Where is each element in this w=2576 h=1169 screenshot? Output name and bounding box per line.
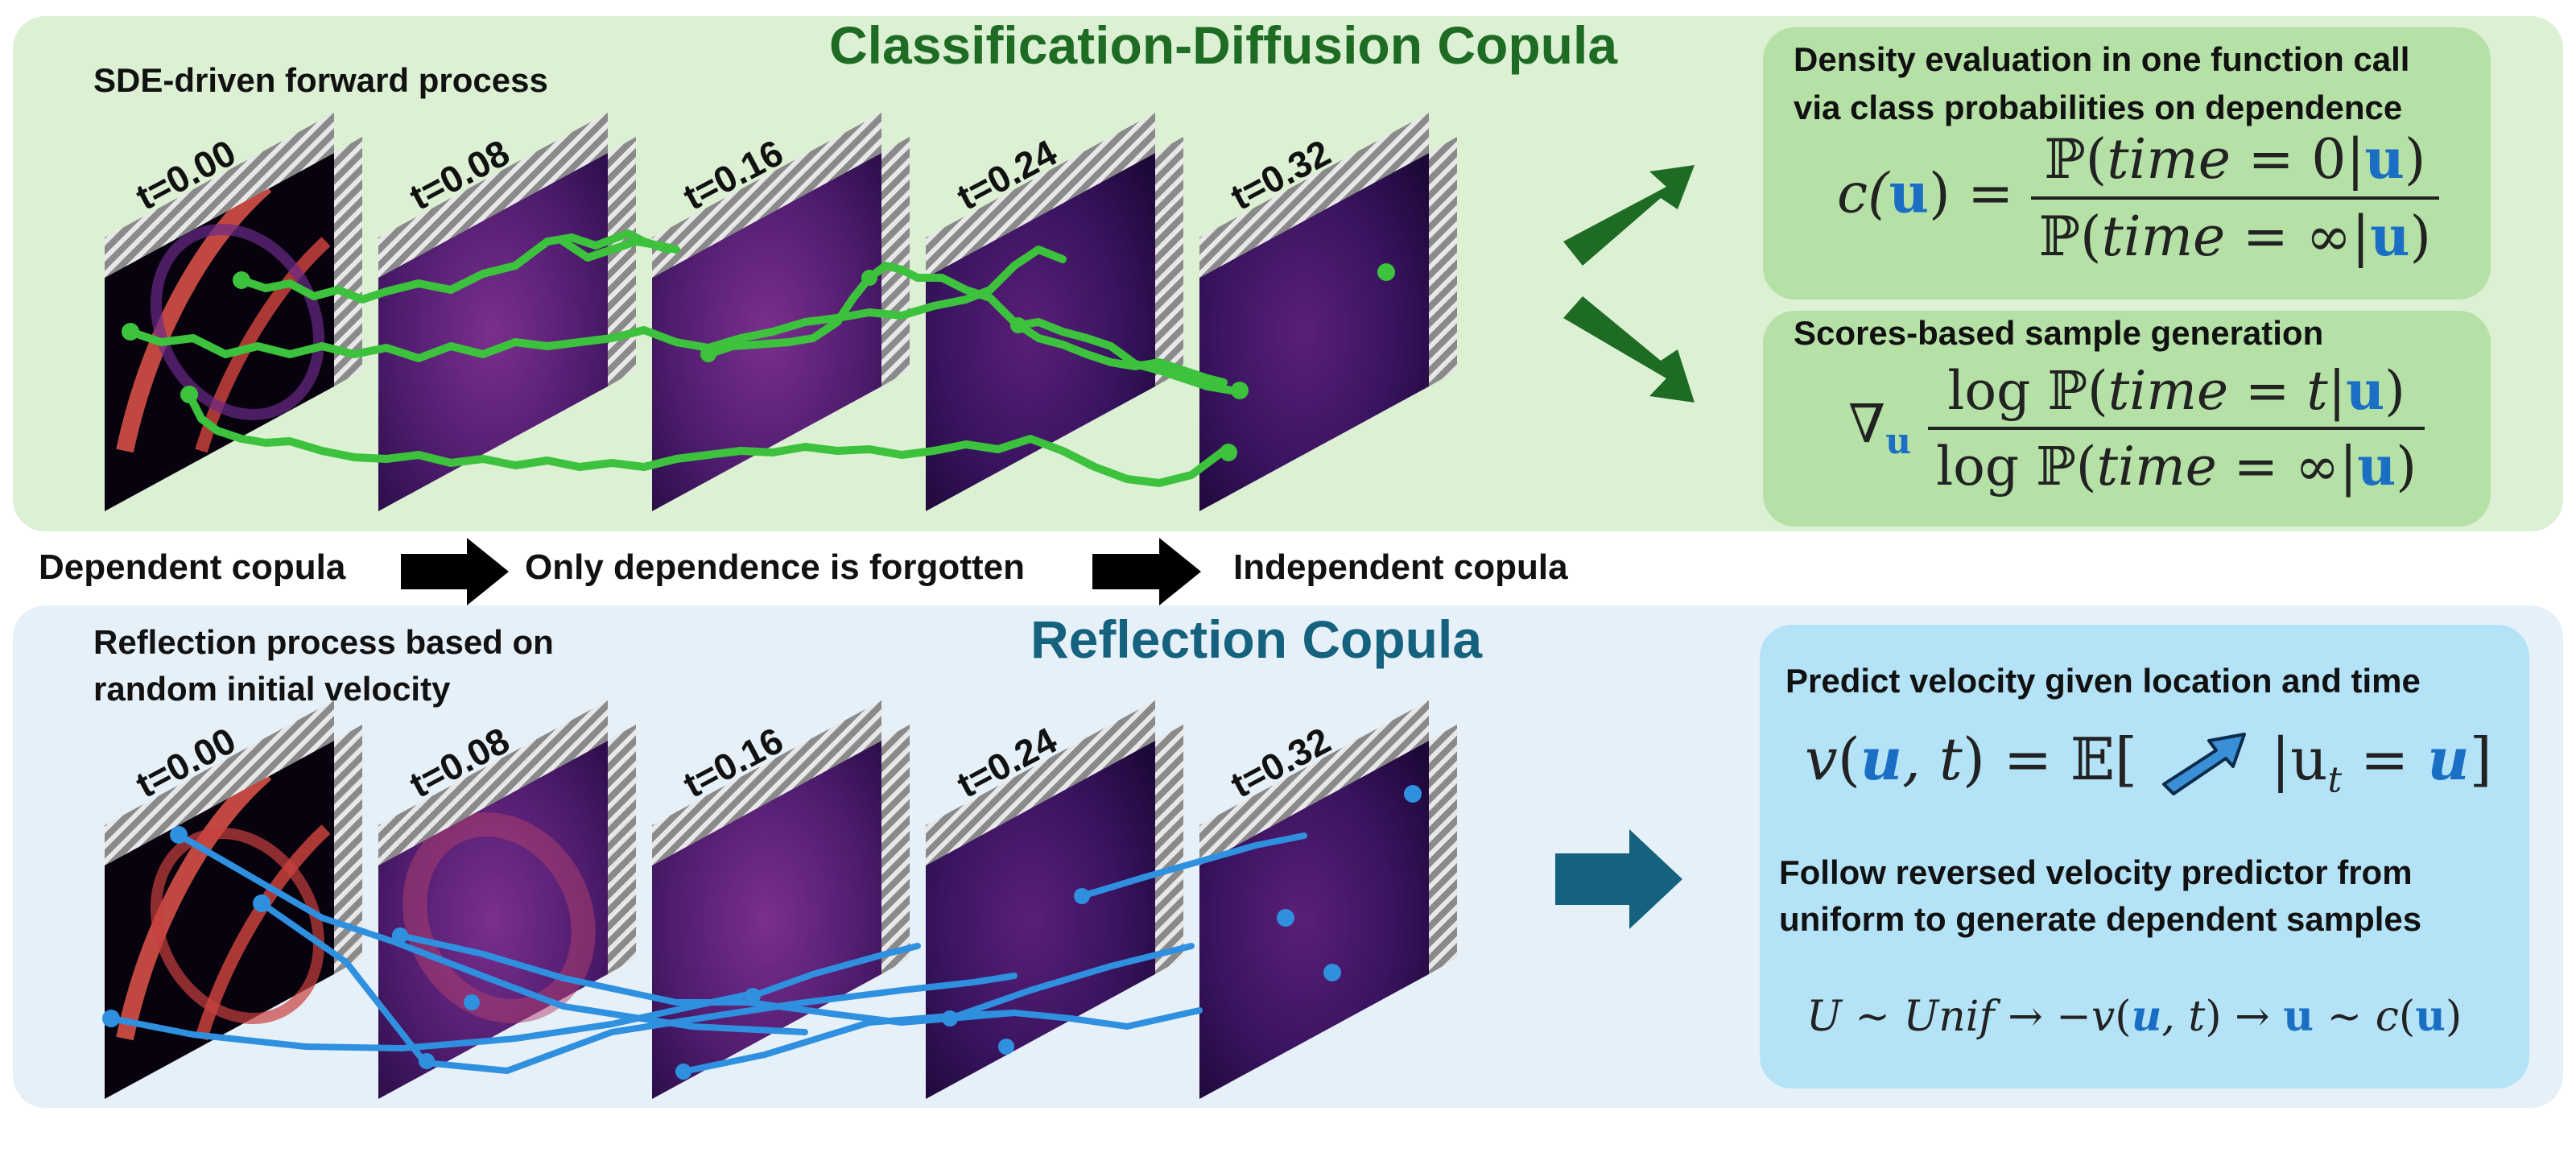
top-panel-title: Classification-Diffusion Copula — [829, 15, 1618, 75]
blue-mid-point-7 — [998, 1039, 1014, 1055]
green-start-point-2 — [122, 323, 139, 341]
blue-trajectory-1 — [175, 832, 808, 1035]
velocity-text-line3: uniform to generate dependent samples — [1779, 900, 2422, 938]
blue-trajectory-6 — [749, 943, 921, 999]
bottom-panel-subtitle-line2: random initial velocity — [93, 670, 451, 708]
green-arrow-up — [1563, 165, 1695, 266]
blue-trajectories — [108, 832, 1307, 1075]
blue-mid-point-6 — [942, 1010, 958, 1026]
score-generation-text: Scores-based sample generation — [1794, 314, 2324, 352]
blue-trajectory-8 — [1079, 832, 1307, 899]
score-generation-box — [1763, 311, 2491, 527]
blue-mid-point-2 — [464, 994, 480, 1010]
top-frame-3 — [926, 113, 1183, 511]
top-frame-0 — [105, 113, 362, 511]
score-formula: ∇u log ℙ(time = t|u) log ℙ(time = ∞|u) — [1848, 359, 2425, 498]
blue-mid-point-1 — [392, 927, 408, 944]
blue-trajectory-5 — [680, 1010, 1018, 1075]
green-end-point-3 — [1220, 444, 1237, 461]
green-mid-point-1 — [861, 270, 877, 286]
blue-trajectory-4 — [397, 932, 1203, 1030]
green-start-point-3 — [180, 386, 198, 403]
green-mid-point-3 — [700, 346, 716, 362]
top-panel-subtitle: SDE-driven forward process — [93, 61, 548, 99]
bottom-panel-subtitle-line1: Reflection process based on — [93, 623, 554, 661]
blue-end-point-3 — [1323, 964, 1341, 981]
green-points — [122, 263, 1395, 461]
green-trajectory-3 — [185, 390, 1236, 487]
green-end-point-2 — [1231, 382, 1249, 399]
velocity-arrow-icon — [2161, 733, 2246, 795]
blue-end-point-1 — [1404, 785, 1422, 803]
blue-mid-point-4 — [675, 1064, 691, 1080]
density-formula: c(u) = ℙ(time = 0|u) ℙ(time = ∞|u) — [1837, 127, 2440, 269]
density-evaluation-box — [1763, 27, 2491, 299]
green-start-point-1 — [233, 271, 250, 289]
bottom-panel-title: Reflection Copula — [1030, 609, 1483, 669]
blue-start-point-1 — [170, 826, 188, 844]
blue-start-point-2 — [253, 894, 270, 912]
blue-trajectory-2 — [258, 900, 1018, 1074]
flow-label-dependent: Dependent copula — [39, 547, 346, 587]
velocity-formula: v(u, t) = 𝔼[ |ut = u] — [1805, 725, 2492, 801]
green-trajectory-5 — [1010, 318, 1236, 394]
flow-label-forgotten: Only dependence is forgotten — [525, 547, 1025, 587]
green-trajectories — [126, 229, 1236, 487]
flow-arrow-1 — [401, 538, 509, 605]
density-evaluation-text-line2: via class probabilities on dependence — [1794, 89, 2403, 126]
green-trajectory-6 — [559, 238, 680, 262]
blue-trajectory-3 — [108, 991, 752, 1051]
blue-start-point-3 — [102, 1010, 120, 1027]
velocity-text-line1: Predict velocity given location and time — [1785, 662, 2421, 700]
blue-mid-point-3 — [419, 1053, 435, 1069]
blue-mid-point-8 — [1074, 888, 1090, 904]
green-arrow-down — [1563, 296, 1695, 403]
sampling-formula: U ∼ Unif → −v(u, t) → u ∼ c(u) — [1806, 992, 2462, 1041]
velocity-text-line2: Follow reversed velocity predictor from — [1779, 853, 2413, 891]
blue-points — [102, 785, 1422, 1080]
density-evaluation-text-line1: Density evaluation in one function call — [1794, 40, 2410, 78]
blue-end-point-2 — [1277, 909, 1294, 927]
bottom-frame-2 — [652, 700, 910, 1099]
top-frame-4 — [1199, 113, 1457, 511]
flow-label-independent: Independent copula — [1233, 547, 1568, 587]
bottom-frame-4 — [1199, 700, 1457, 1099]
velocity-box — [1760, 625, 2529, 1088]
blue-arrow-right — [1555, 829, 1682, 929]
green-trajectory-2 — [126, 246, 1067, 362]
density-fraction: ℙ(time = 0|u) ℙ(time = ∞|u) — [2030, 127, 2440, 269]
blue-mid-point-5 — [745, 988, 761, 1004]
green-trajectory-1 — [237, 229, 672, 304]
green-end-point-1 — [1377, 263, 1395, 281]
score-fraction: log ℙ(time = t|u) log ℙ(time = ∞|u) — [1928, 359, 2425, 498]
green-mid-point-2 — [1010, 317, 1026, 333]
flow-arrow-2 — [1092, 538, 1201, 605]
blue-trajectory-7 — [947, 943, 1195, 1022]
